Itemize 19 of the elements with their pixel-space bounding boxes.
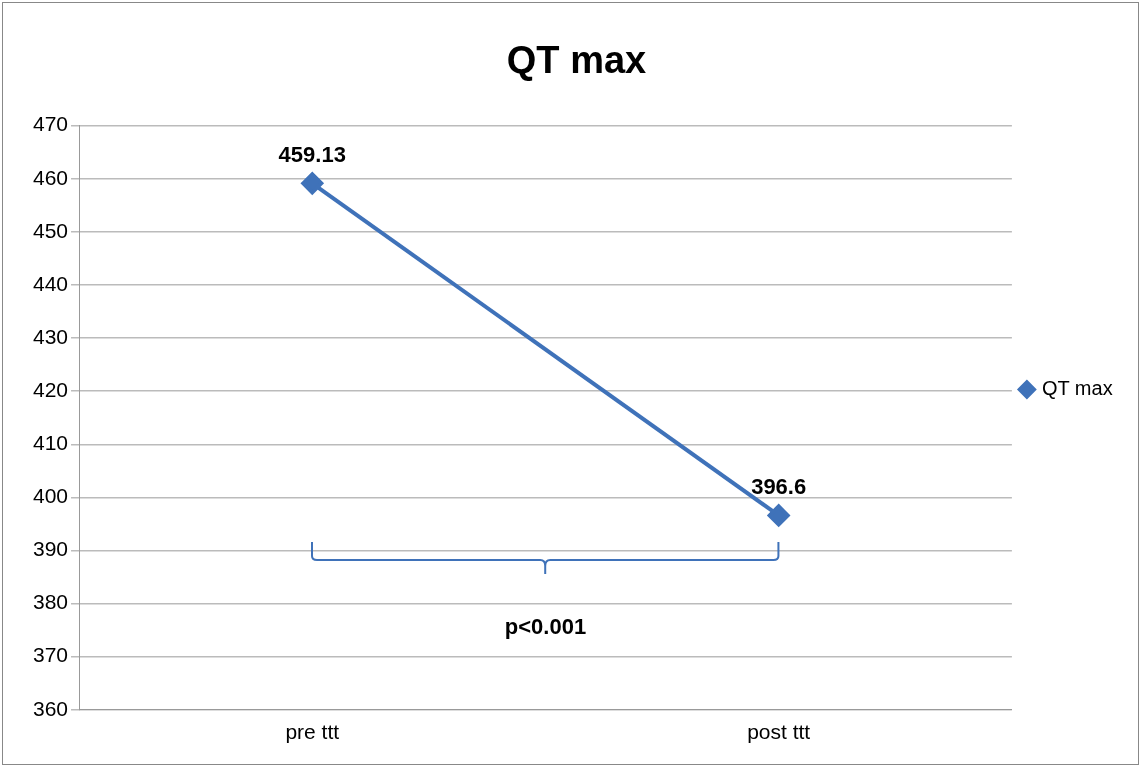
legend-label: QT max [1041, 377, 1113, 400]
y-tick-label: 430 [32, 324, 69, 348]
data-label: 396.6 [751, 474, 807, 500]
y-tick-label: 370 [32, 643, 69, 667]
y-tick-label: 460 [32, 165, 69, 189]
y-tick-label: 420 [32, 377, 69, 401]
chart-title: QT max [506, 39, 647, 82]
y-tick-label: 360 [32, 696, 69, 720]
y-tick-label: 470 [32, 112, 69, 136]
y-tick-label: 390 [32, 537, 69, 561]
y-tick-label: 450 [32, 218, 69, 242]
annotation: p<0.001 [504, 614, 587, 640]
x-tick-label: pre ttt [285, 720, 340, 744]
y-tick-label: 440 [32, 271, 69, 295]
y-tick-label: 400 [32, 484, 69, 508]
y-tick-label: 410 [32, 431, 69, 455]
y-tick-label: 380 [32, 590, 69, 614]
x-tick-label: post ttt [747, 720, 811, 744]
data-label: 459.13 [278, 142, 346, 168]
